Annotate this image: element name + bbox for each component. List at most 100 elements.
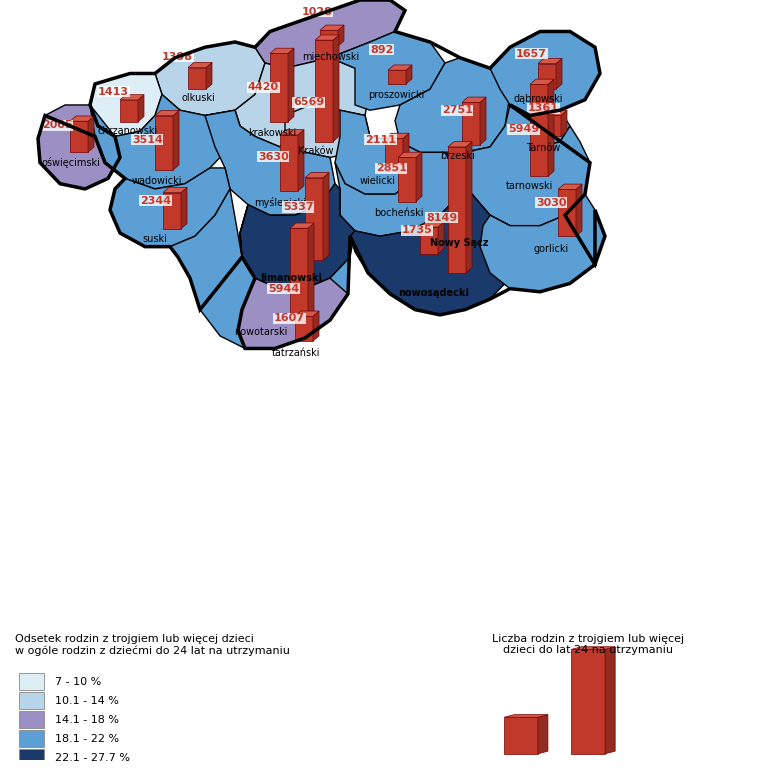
Text: Nowy Sącz: Nowy Sącz [430,238,488,248]
Text: wielicki: wielicki [360,177,396,187]
Polygon shape [462,97,486,102]
Polygon shape [305,178,323,260]
Polygon shape [538,64,556,89]
Polygon shape [466,141,472,273]
Polygon shape [188,68,206,89]
Polygon shape [438,222,444,254]
Text: 1361: 1361 [528,104,559,114]
Polygon shape [530,84,548,177]
Polygon shape [88,116,94,152]
Polygon shape [320,25,344,30]
Polygon shape [155,116,173,170]
Polygon shape [385,133,409,138]
Polygon shape [188,62,212,68]
Polygon shape [295,316,313,341]
Polygon shape [530,105,570,147]
Polygon shape [462,102,480,145]
Text: 3514: 3514 [132,135,163,145]
Polygon shape [308,223,314,320]
Polygon shape [558,190,576,237]
Polygon shape [576,184,582,237]
Text: 14.1 - 18 %: 14.1 - 18 % [55,715,119,725]
Polygon shape [280,135,298,191]
Polygon shape [90,74,162,137]
Text: 6569: 6569 [293,97,324,107]
Text: 7 - 10 %: 7 - 10 % [55,677,102,687]
Polygon shape [605,647,615,754]
Polygon shape [530,79,554,84]
Text: limanowski: limanowski [260,273,322,283]
Polygon shape [571,650,605,754]
Polygon shape [398,152,422,157]
Polygon shape [543,115,561,137]
Polygon shape [238,278,348,349]
Polygon shape [335,152,460,237]
Text: Tarnów: Tarnów [526,143,560,153]
Text: 3630: 3630 [258,151,289,161]
Text: gorlicki: gorlicki [534,243,569,253]
Polygon shape [173,111,179,170]
Polygon shape [480,97,486,145]
Polygon shape [538,58,562,64]
FancyBboxPatch shape [18,730,44,747]
Text: 18.1 - 22 %: 18.1 - 22 % [55,733,119,743]
Text: bocheński: bocheński [374,208,423,218]
Text: 2111: 2111 [365,135,396,145]
Polygon shape [408,233,440,263]
Polygon shape [181,187,187,229]
Polygon shape [504,714,548,717]
Polygon shape [320,30,338,46]
Text: myślenicki: myślenicki [254,197,306,208]
Polygon shape [295,311,319,316]
Text: 10.1 - 14 %: 10.1 - 14 % [55,696,119,706]
Text: Liczba rodzin z trojgiem lub więcej
dzieci do lat 24 na utrzymaniu: Liczba rodzin z trojgiem lub więcej dzie… [492,634,685,655]
Polygon shape [416,152,422,201]
Text: 1398: 1398 [162,52,193,62]
Polygon shape [571,647,615,650]
Text: proszowicki: proszowicki [368,91,424,101]
Polygon shape [305,173,329,178]
Polygon shape [315,40,333,141]
Polygon shape [385,138,403,171]
FancyBboxPatch shape [18,674,44,690]
Polygon shape [110,168,230,247]
Text: 1028: 1028 [302,7,333,17]
Text: 22.1 - 27.7 %: 22.1 - 27.7 % [55,753,131,763]
Polygon shape [70,116,94,121]
Text: 1413: 1413 [98,87,129,97]
Text: 2344: 2344 [140,196,171,206]
Polygon shape [323,173,329,260]
Polygon shape [315,35,339,40]
Polygon shape [406,65,412,84]
Polygon shape [290,228,308,320]
Polygon shape [335,110,420,194]
Text: dąbrowski: dąbrowski [514,94,564,104]
FancyBboxPatch shape [18,693,44,710]
Text: tarnowski: tarnowski [506,180,553,190]
Polygon shape [420,227,438,254]
Polygon shape [448,141,472,147]
Polygon shape [240,184,355,289]
Polygon shape [480,194,605,292]
Polygon shape [163,187,187,193]
Text: oświęcimski: oświęcimski [42,157,101,168]
Text: 8149: 8149 [426,213,457,223]
Text: Odsetek rodzin z trojgiem lub więcej dzieci
w ogóle rodzin z dziećmi do 24 lat n: Odsetek rodzin z trojgiem lub więcej dzi… [15,634,290,656]
Polygon shape [206,62,212,89]
Text: nowosądecki: nowosądecki [398,287,469,297]
FancyBboxPatch shape [18,711,44,728]
Polygon shape [235,58,370,147]
Polygon shape [388,65,412,70]
Polygon shape [288,48,294,122]
FancyBboxPatch shape [18,750,44,766]
Polygon shape [420,222,444,227]
Polygon shape [155,42,265,115]
Polygon shape [395,58,510,152]
Polygon shape [548,79,554,177]
Text: suski: suski [142,234,167,244]
Text: 3030: 3030 [536,198,566,208]
Polygon shape [290,223,314,228]
Polygon shape [504,717,538,754]
Polygon shape [313,311,319,341]
Polygon shape [155,111,179,116]
